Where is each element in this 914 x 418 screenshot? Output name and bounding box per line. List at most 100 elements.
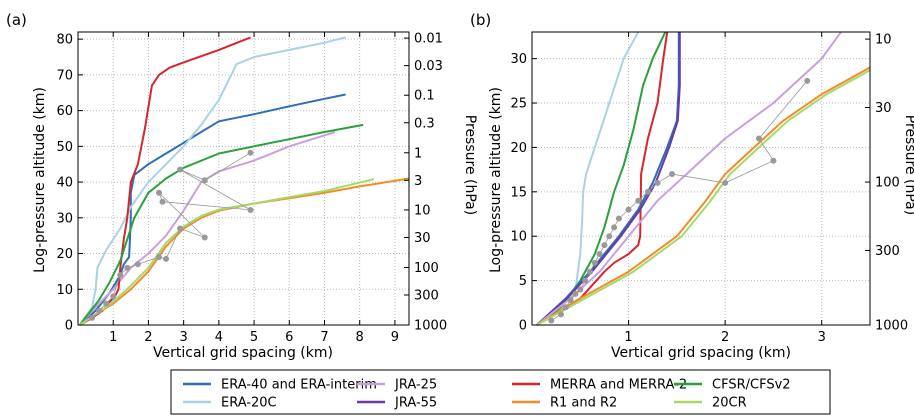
- panel-b-markers: [548, 77, 811, 324]
- x-tick-label: 1: [624, 330, 632, 345]
- panel-a-pressure-ticks: 0.01 0.03 0.1 0.3 1 3 10 30 100 300 1000: [404, 32, 447, 334]
- series-line-jra55: [536, 32, 681, 326]
- panel-b-y2label: Pressure (hPa): [902, 115, 914, 215]
- level-marker: [722, 179, 729, 186]
- x-tick-label: 8: [356, 330, 364, 345]
- x-tick-label: 1: [109, 330, 117, 345]
- y-tick-label: 10: [56, 283, 73, 298]
- legend-label-cr20: 20CR: [712, 396, 747, 411]
- panel-a-ylabel: Log-pressure altitude (km): [32, 87, 48, 273]
- series-line-era40_interim: [79, 93, 346, 326]
- level-marker: [591, 259, 598, 266]
- panel-b-x-ticks: 1 2 3: [624, 32, 826, 345]
- legend-label-cfsr: CFSR/CFSv2: [712, 378, 791, 393]
- series-line-jra25: [79, 131, 336, 326]
- x-tick-label: 3: [179, 330, 187, 345]
- legend-box: [170, 369, 831, 415]
- series-line-cfsr: [79, 123, 364, 326]
- x-tick-label: 5: [250, 330, 258, 345]
- level-marker: [110, 293, 117, 300]
- y-tick-label: 80: [56, 33, 73, 48]
- panel-a-y-ticks: 0 10 20 30 40 50 60 70 80: [56, 33, 83, 334]
- y-tick-label: 60: [56, 104, 73, 119]
- x-tick-label: 4: [215, 330, 223, 345]
- level-marker: [96, 307, 103, 314]
- y-tick-label: 30: [510, 52, 527, 67]
- y-tick-label: 70: [56, 68, 73, 83]
- legend-label-jra25: JRA-25: [394, 378, 437, 393]
- pressure-tick-label: 3: [414, 174, 422, 189]
- level-marker: [548, 317, 555, 324]
- series-line-r1r2: [79, 177, 410, 326]
- level-marker: [601, 242, 608, 249]
- level-marker: [155, 254, 162, 261]
- level-marker: [103, 300, 110, 307]
- y-tick-label: 10: [510, 230, 527, 245]
- pressure-tick-label: 300: [414, 288, 439, 303]
- y-tick-label: 15: [510, 185, 527, 200]
- level-marker: [625, 206, 632, 213]
- y-tick-label: 20: [56, 247, 73, 262]
- pressure-tick-label: 100: [875, 176, 900, 191]
- pressure-tick-label: 1000: [414, 319, 447, 334]
- x-tick-label: 2: [721, 330, 729, 345]
- level-marker: [572, 290, 579, 297]
- panel-a-xlabel: Vertical grid spacing (km): [153, 345, 333, 361]
- pressure-tick-label: 100: [414, 261, 439, 276]
- panel-a-frame: [77, 31, 410, 326]
- level-marker: [177, 225, 184, 232]
- level-marker: [654, 179, 661, 186]
- series-line-cr20: [536, 69, 871, 326]
- level-marker: [611, 224, 618, 231]
- level-marker: [567, 297, 574, 304]
- y-tick-label: 25: [510, 97, 527, 112]
- panel-b: (b) 1 2 3 0 5 10 15 20 25 30 10 30 100 300 1000 Vert…: [470, 11, 914, 361]
- level-marker: [159, 198, 166, 205]
- level-marker: [163, 255, 170, 262]
- level-marker: [562, 304, 569, 311]
- level-marker: [247, 206, 254, 213]
- marker-connector: [551, 80, 808, 321]
- series-line-era20c: [78, 36, 346, 326]
- panel-a-tag: (a): [6, 11, 27, 29]
- level-marker: [606, 233, 613, 240]
- x-tick-label: 6: [285, 330, 293, 345]
- y-tick-label: 40: [56, 176, 73, 191]
- pressure-tick-label: 300: [875, 244, 900, 259]
- panel-b-y-ticks: 0 5 10 15 20 25 30: [510, 52, 537, 334]
- panel-a-x-ticks: 1 2 3 4 5 6 7 8 9: [109, 32, 399, 345]
- level-marker: [596, 250, 603, 257]
- legend-label-jra55: JRA-55: [394, 396, 437, 411]
- pressure-tick-label: 0.3: [414, 116, 435, 131]
- level-marker: [177, 166, 184, 173]
- pressure-tick-label: 30: [414, 231, 431, 246]
- y-tick-label: 5: [519, 274, 527, 289]
- legend-label-era20c: ERA-20C: [221, 396, 277, 411]
- series-line-merra: [79, 36, 251, 326]
- level-marker: [577, 286, 584, 293]
- level-marker: [615, 215, 622, 222]
- pressure-tick-label: 30: [875, 101, 892, 116]
- legend-label-r1r2: R1 and R2: [550, 396, 617, 411]
- panel-a: (a) 1 2 3 4 5 6 7 8 9 0 10 20 30 40 50 60 70 80 0.01 0.03…: [6, 11, 478, 361]
- pressure-tick-label: 0.01: [414, 32, 443, 47]
- legend-label-merra: MERRA and MERRA-2: [550, 378, 687, 393]
- series-line-cr20: [79, 178, 375, 326]
- level-marker: [644, 188, 651, 195]
- pressure-tick-label: 0.03: [414, 59, 443, 74]
- panel-b-ylabel: Log-pressure altitude (km): [488, 87, 504, 273]
- pressure-tick-label: 10: [414, 203, 431, 218]
- panel-b-tag: (b): [470, 11, 491, 29]
- level-marker: [582, 277, 589, 284]
- level-marker: [201, 177, 208, 184]
- pressure-tick-label: 1: [414, 146, 422, 161]
- pressure-tick-label: 0.1: [414, 89, 435, 104]
- series-line-jra25: [536, 31, 842, 326]
- level-marker: [124, 264, 131, 271]
- level-marker: [770, 157, 777, 164]
- level-marker: [586, 268, 593, 275]
- level-marker: [669, 171, 676, 178]
- panel-b-lines: [536, 31, 871, 326]
- pressure-tick-label: 10: [875, 33, 892, 48]
- level-marker: [201, 234, 208, 241]
